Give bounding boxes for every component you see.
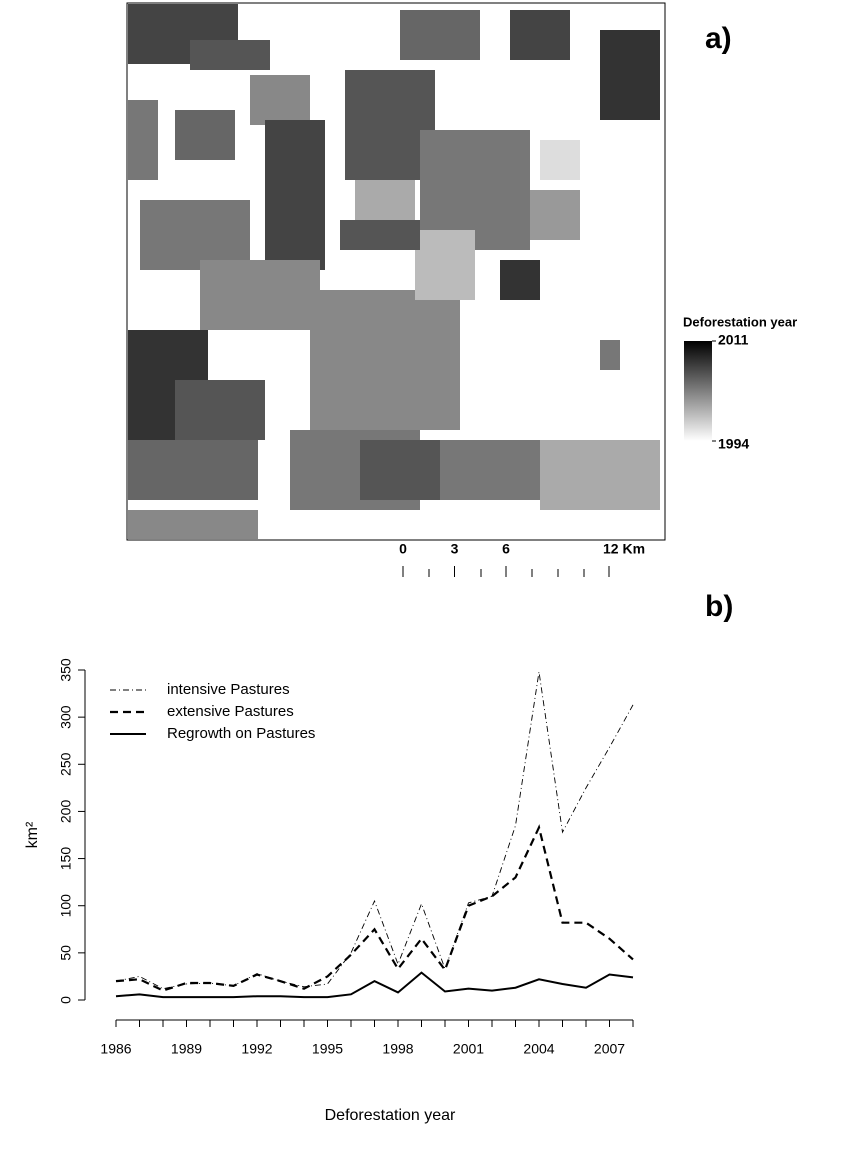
scale-label: 12 Km — [603, 541, 645, 557]
x-axis-title: Deforestation year — [325, 1107, 456, 1124]
x-tick-label: 2004 — [523, 1041, 554, 1057]
series-line — [115, 971, 634, 999]
y-tick-label: 350 — [58, 658, 74, 682]
x-tick-label: 1989 — [171, 1041, 202, 1057]
x-tick-label: 1995 — [312, 1041, 343, 1057]
scale-minor-ticks — [428, 569, 585, 577]
colorbar-label: 1994 — [718, 436, 749, 452]
legend-label: extensive Pastures — [167, 703, 294, 720]
legend-title: Deforestation year — [683, 314, 797, 329]
y-tick-label: 0 — [58, 996, 74, 1004]
y-tick-label: 150 — [58, 847, 74, 871]
legend-label: Regrowth on Pastures — [167, 725, 315, 742]
x-tick-label: 1986 — [100, 1041, 131, 1057]
scale-label: 6 — [502, 541, 510, 557]
panel-label: b) — [705, 590, 733, 623]
y-tick-label: 300 — [58, 705, 74, 729]
series-line — [115, 671, 634, 990]
y-tick-label: 100 — [58, 894, 74, 918]
map-image — [126, 2, 666, 541]
y-tick-label: 200 — [58, 800, 74, 824]
colorbar-label: 2011 — [718, 332, 749, 348]
colorbar — [684, 341, 712, 441]
y-tick-label: 50 — [58, 945, 74, 961]
scale-label: 0 — [399, 541, 407, 557]
x-tick-label: 2001 — [453, 1041, 484, 1057]
series-line — [115, 824, 634, 992]
y-axis-title: km² — [24, 821, 41, 848]
x-tick-label: 2007 — [594, 1041, 625, 1057]
legend-label: intensive Pastures — [167, 681, 290, 698]
panel-label: a) — [705, 22, 732, 55]
scale-label: 3 — [451, 541, 459, 557]
y-tick-label: 250 — [58, 752, 74, 776]
x-tick-label: 1998 — [382, 1041, 413, 1057]
x-tick-label: 1992 — [241, 1041, 272, 1057]
